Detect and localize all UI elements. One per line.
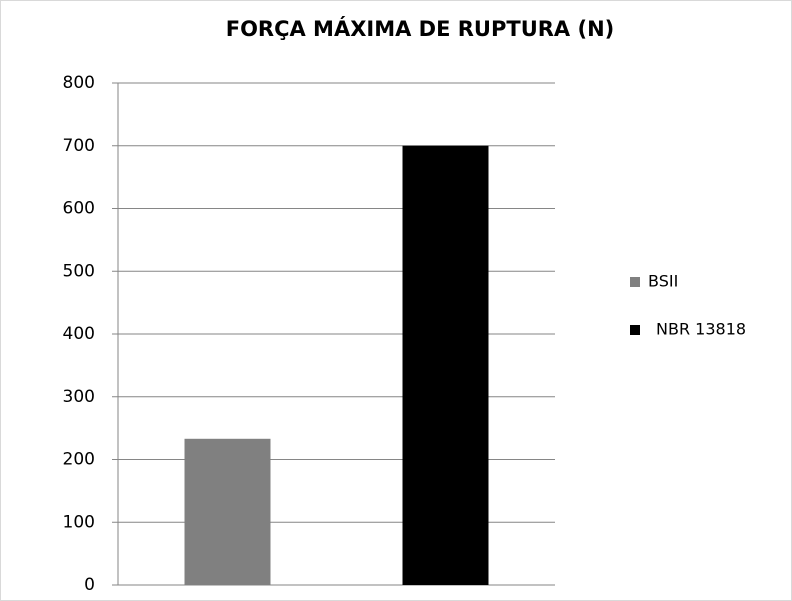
y-tick-label: 700 [63, 136, 95, 156]
legend-label: BSII [648, 272, 678, 291]
y-tick-label: 100 [63, 512, 95, 532]
y-tick-label: 300 [63, 387, 95, 407]
y-tick-label: 600 [63, 199, 95, 219]
legend-label: NBR 13818 [656, 320, 746, 339]
bar [184, 438, 271, 585]
legend-swatch [630, 325, 640, 335]
legend-swatch [630, 277, 640, 287]
y-tick-label: 400 [63, 324, 95, 344]
y-tick-label: 500 [63, 261, 95, 281]
bar [402, 145, 489, 585]
y-tick-label: 200 [63, 450, 95, 470]
y-tick-label: 800 [63, 73, 95, 93]
y-tick-label: 0 [84, 575, 95, 595]
chart-title: FORÇA MÁXIMA DE RUPTURA (N) [226, 16, 615, 41]
